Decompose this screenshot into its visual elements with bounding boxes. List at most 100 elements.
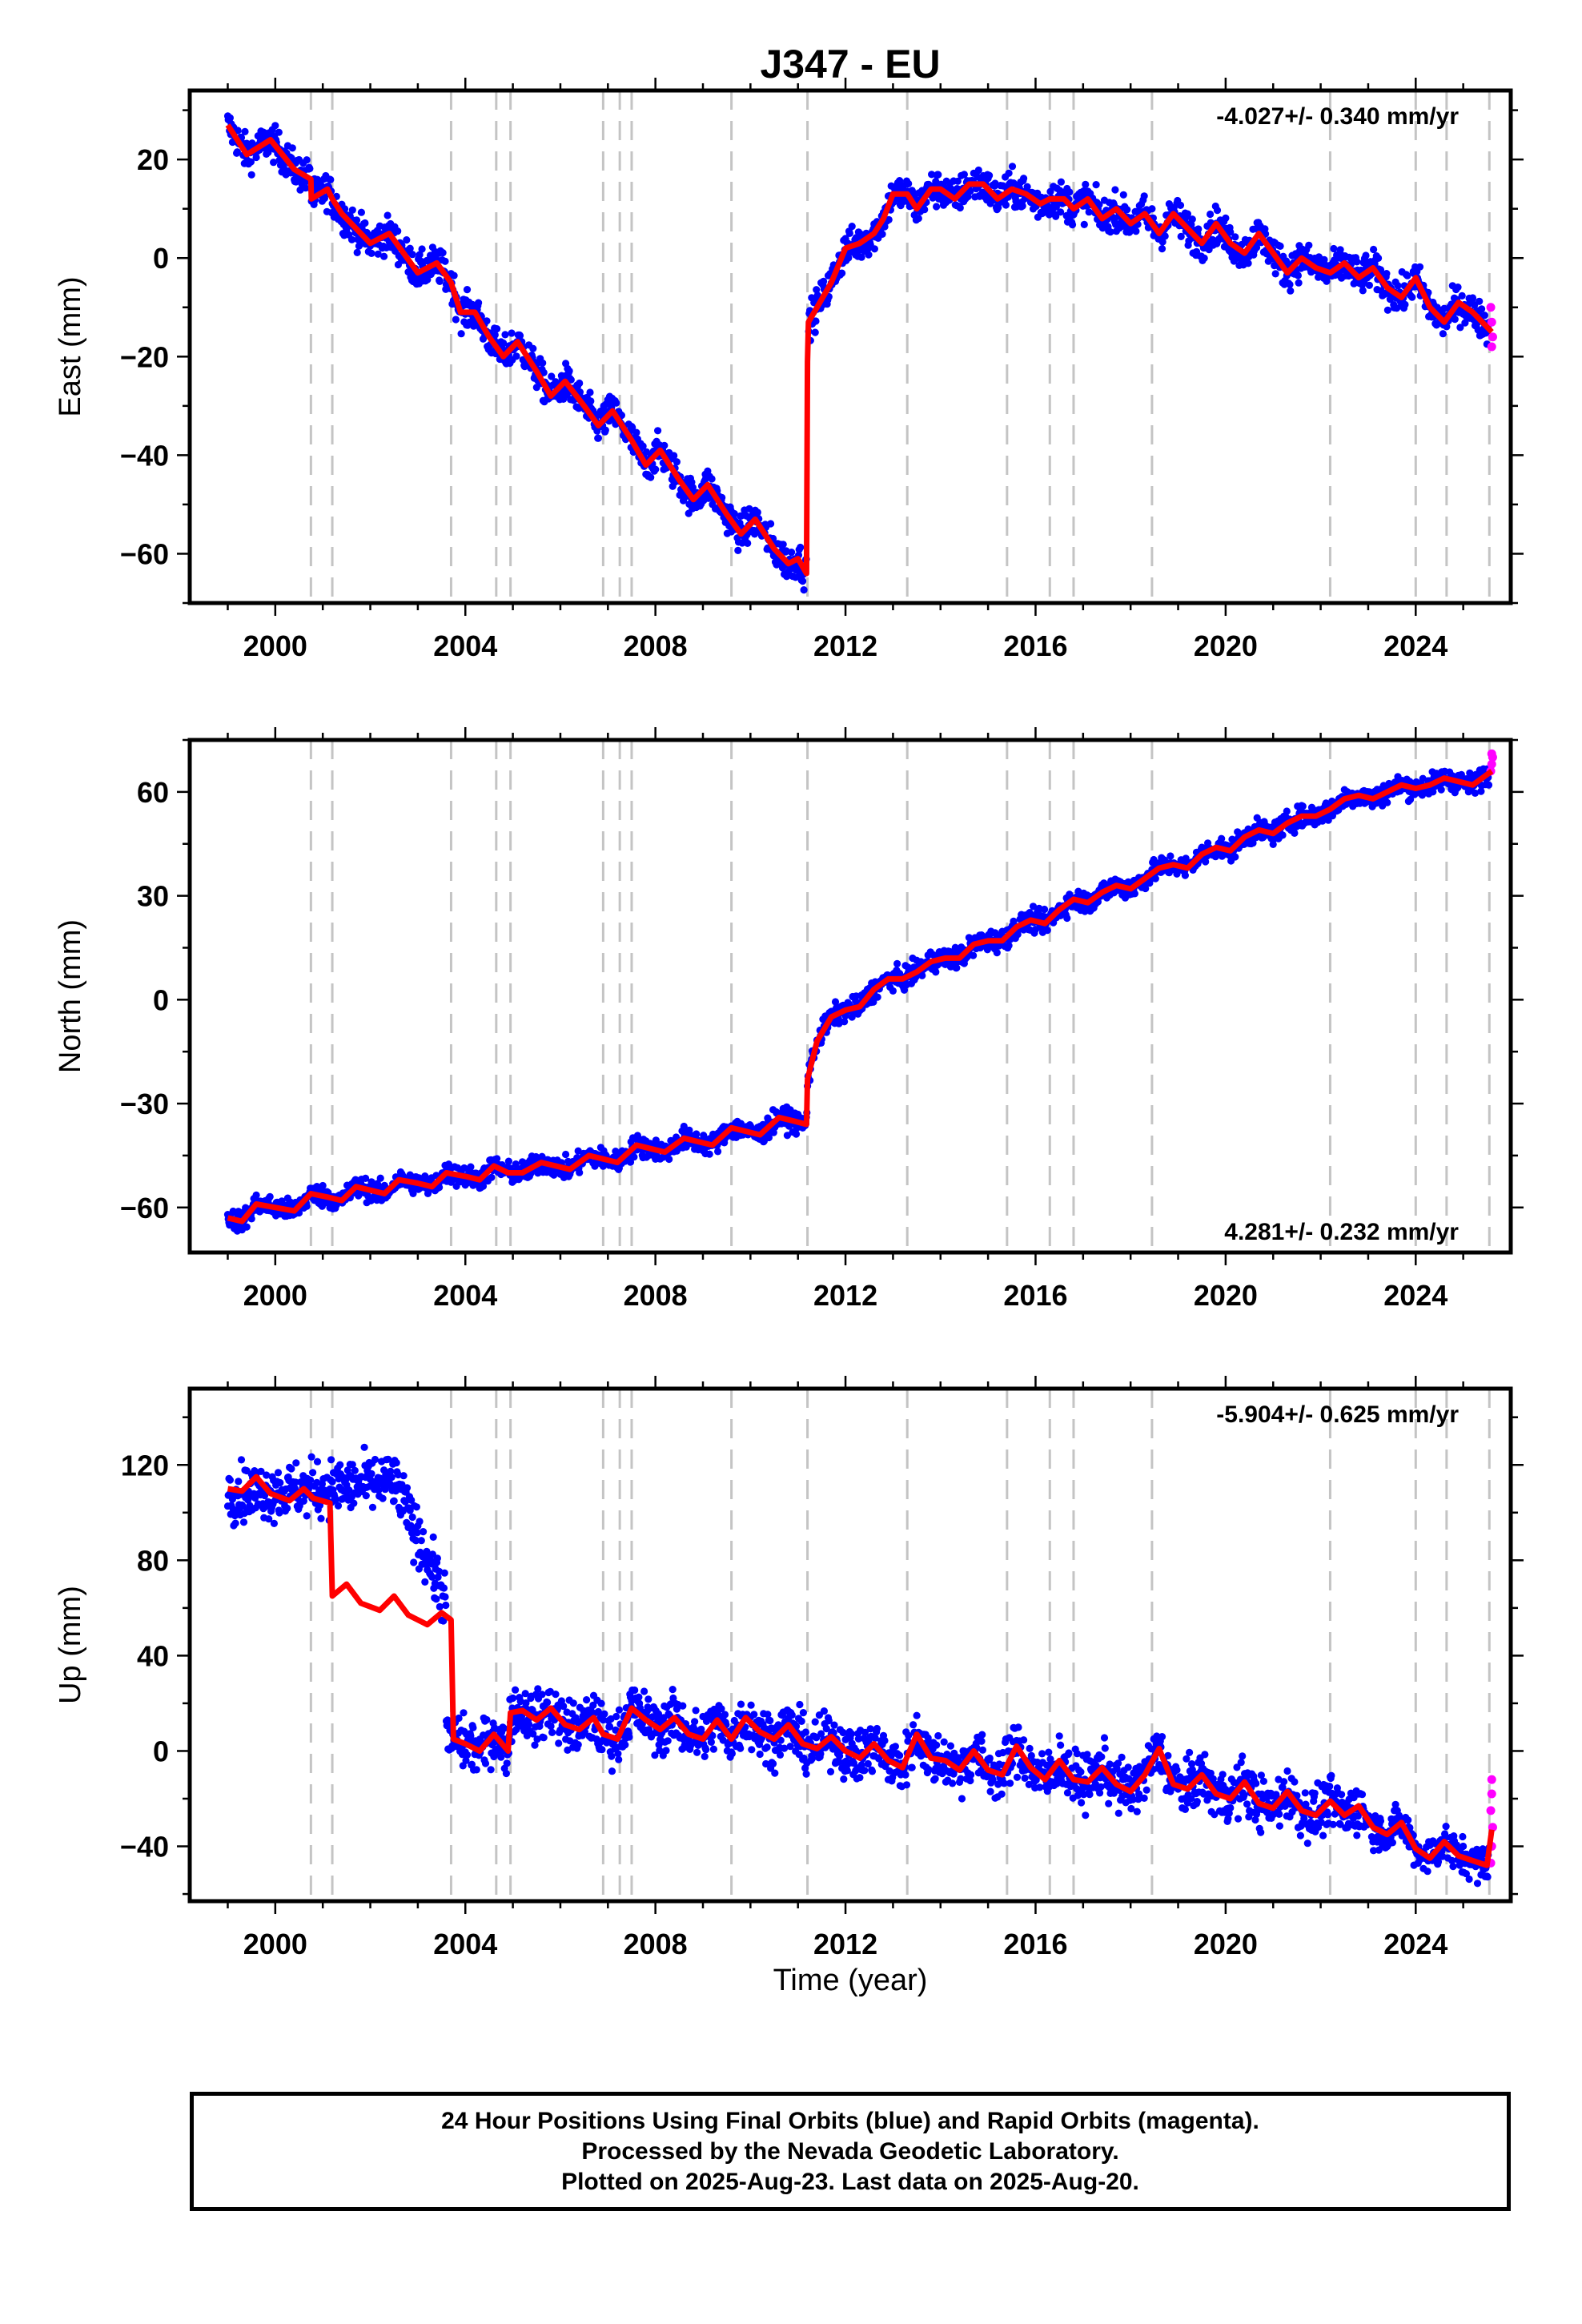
final-orbit-point — [586, 388, 594, 396]
y-tick-label: 0 — [153, 242, 169, 275]
final-orbit-point — [1375, 254, 1383, 262]
final-orbit-point — [652, 465, 660, 473]
final-orbit-point — [306, 164, 314, 173]
final-orbit-point — [303, 156, 311, 164]
final-orbit-point — [418, 245, 426, 253]
final-orbit-point — [283, 1504, 291, 1512]
final-orbit-point — [693, 1130, 701, 1138]
final-orbit-point — [1383, 798, 1391, 806]
final-orbit-point — [270, 1519, 278, 1527]
final-orbit-point — [303, 1202, 311, 1210]
final-orbit-point — [799, 577, 807, 585]
final-orbit-point — [1005, 942, 1013, 950]
final-orbit-point — [1276, 242, 1284, 250]
final-orbit-point — [779, 541, 787, 549]
final-orbit-point — [416, 1518, 424, 1526]
east-panel: 2000 2004 2008 2012 2016 2020 2024−60−40−20020… — [54, 78, 1524, 662]
final-orbit-point — [436, 1184, 444, 1192]
east-plot-frame — [187, 88, 1513, 605]
final-orbit-point — [1052, 212, 1060, 220]
x-tick-label: 2016 — [1003, 1279, 1067, 1312]
final-orbit-point — [857, 253, 865, 261]
final-orbit-point — [1023, 183, 1031, 191]
final-orbit-point — [1362, 251, 1370, 259]
final-orbit-point — [1394, 282, 1402, 290]
final-orbit-point — [357, 208, 365, 216]
final-orbit-point — [986, 171, 994, 179]
final-orbit-point — [503, 1759, 511, 1767]
final-orbit-point — [1437, 786, 1445, 794]
final-orbit-point — [1456, 324, 1464, 332]
final-orbit-point — [387, 1474, 396, 1482]
final-orbit-point — [420, 1528, 428, 1536]
final-orbit-point — [1283, 807, 1291, 815]
final-orbit-point — [417, 1537, 425, 1545]
final-orbit-point — [292, 1459, 300, 1467]
final-orbit-point — [327, 1456, 335, 1464]
final-orbit-point — [409, 1189, 417, 1197]
final-orbit-point — [737, 1120, 745, 1128]
final-orbit-point — [475, 299, 483, 307]
final-orbit-point — [226, 1476, 234, 1484]
final-orbit-point — [1287, 287, 1295, 295]
final-orbit-point — [986, 199, 994, 207]
final-orbit-point — [594, 434, 603, 442]
x-tick-label: 2016 — [1003, 629, 1067, 662]
final-orbit-point — [440, 1569, 448, 1577]
final-orbit-point — [1401, 300, 1409, 308]
final-orbit-point — [237, 1456, 246, 1464]
final-orbit-point — [601, 426, 609, 434]
final-orbit-point — [1063, 914, 1071, 923]
final-orbit-point — [271, 122, 279, 130]
final-orbit-point — [247, 1215, 255, 1223]
final-orbit-point — [313, 1458, 322, 1466]
final-orbit-point — [1176, 201, 1185, 209]
final-orbit-point — [334, 1502, 343, 1510]
y-tick-label: 0 — [153, 983, 169, 1016]
final-orbit-point — [587, 397, 595, 405]
final-orbit-point — [1271, 270, 1279, 278]
east-velocity-annotation: -4.027+/- 0.340 mm/yr — [1216, 103, 1459, 130]
final-orbit-point — [394, 227, 402, 235]
final-orbit-point — [328, 1478, 336, 1486]
final-orbit-point — [319, 1181, 327, 1190]
final-orbit-point — [670, 452, 678, 460]
final-orbit-point — [1132, 227, 1140, 235]
final-orbit-point — [274, 1469, 283, 1477]
final-orbit-point — [540, 368, 548, 376]
final-orbit-point — [1181, 871, 1189, 879]
final-orbit-point — [491, 331, 499, 339]
final-orbit-point — [845, 229, 853, 237]
final-orbit-point — [275, 128, 283, 136]
final-orbit-point — [234, 127, 242, 135]
final-orbit-point — [1119, 191, 1127, 199]
y-tick-label: −60 — [120, 537, 169, 570]
final-orbit-point — [1148, 205, 1156, 213]
final-orbit-point — [241, 127, 249, 135]
final-orbit-point — [665, 1155, 673, 1164]
final-orbit-point — [565, 367, 573, 375]
final-orbit-point — [797, 543, 805, 552]
final-orbit-point — [247, 158, 255, 166]
final-orbit-point — [966, 187, 974, 195]
north-velocity-annotation: 4.281+/- 0.232 mm/yr — [1224, 1219, 1459, 1245]
final-orbit-point — [392, 1459, 400, 1467]
final-orbit-point — [1295, 279, 1303, 287]
final-orbit-point — [1458, 292, 1466, 300]
final-orbit-point — [264, 148, 272, 156]
final-orbit-point — [361, 219, 369, 227]
y-tick-label: −30 — [120, 1088, 169, 1120]
final-orbit-point — [440, 1584, 448, 1592]
final-orbit-point — [1092, 181, 1100, 189]
final-orbit-point — [362, 1174, 370, 1182]
final-orbit-point — [406, 244, 414, 252]
final-orbit-point — [714, 1148, 722, 1156]
final-orbit-point — [1082, 180, 1090, 188]
x-tick-label: 2020 — [1194, 1279, 1258, 1312]
final-orbit-point — [320, 195, 328, 203]
final-orbit-point — [865, 251, 873, 259]
final-orbit-point — [408, 251, 416, 259]
final-orbit-point — [483, 317, 491, 325]
final-orbit-point — [1177, 232, 1185, 240]
final-orbit-point — [953, 964, 961, 972]
